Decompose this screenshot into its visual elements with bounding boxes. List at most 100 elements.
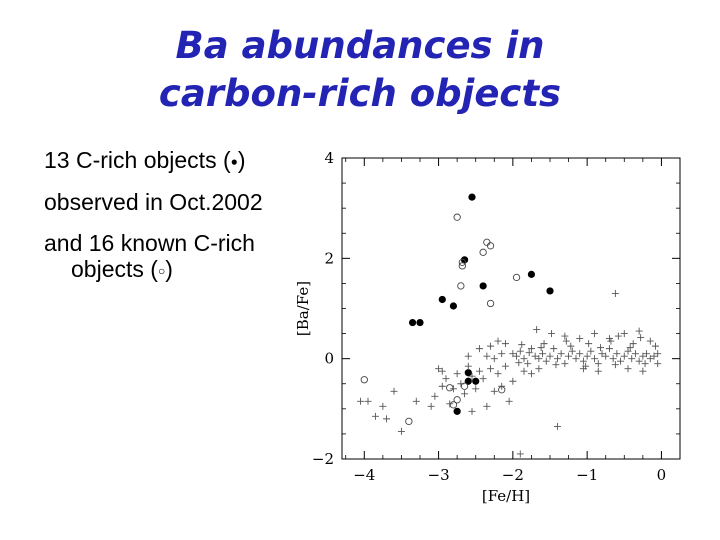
x-tick-label: 0 xyxy=(657,466,667,484)
plus-data-point xyxy=(639,352,647,360)
plus-data-point xyxy=(431,392,439,400)
plus-data-point xyxy=(620,352,628,360)
open-data-point xyxy=(486,299,495,308)
plus-data-point xyxy=(565,352,573,360)
plus-data-point xyxy=(628,355,636,363)
plus-data-point xyxy=(550,345,558,353)
plus-data-point xyxy=(605,345,613,353)
plus-data-point xyxy=(572,355,580,363)
plus-data-point xyxy=(651,342,659,350)
open-circle-symbol: ○ xyxy=(157,264,166,279)
open-data-point xyxy=(360,376,368,384)
plus-data-point xyxy=(591,330,599,338)
x-tick-label: −2 xyxy=(502,466,524,484)
open-data-point xyxy=(457,282,465,290)
plus-data-point xyxy=(591,355,599,363)
title-line-2: carbon-rich objects xyxy=(158,72,562,115)
plus-data-point xyxy=(553,422,561,430)
plot-frame xyxy=(341,157,681,460)
plus-data-point xyxy=(527,345,535,353)
plus-data-point xyxy=(516,347,524,355)
plus-data-point xyxy=(364,397,372,405)
bullet-known: and 16 known C-rich xyxy=(44,230,255,257)
plus-data-point xyxy=(435,365,443,373)
plus-data-point xyxy=(597,344,605,352)
plus-data-point xyxy=(501,362,509,370)
open-data-point xyxy=(446,384,454,392)
plus-data-point xyxy=(635,327,643,335)
plus-data-point xyxy=(461,390,469,398)
plus-data-point xyxy=(552,361,560,369)
filled-data-point xyxy=(416,318,424,327)
filled-data-point xyxy=(527,270,536,278)
open-data-point xyxy=(483,238,491,246)
plus-data-point xyxy=(524,360,532,368)
plus-data-point xyxy=(629,340,637,348)
plus-data-point xyxy=(383,415,391,423)
plus-data-point xyxy=(427,402,435,410)
plus-data-point xyxy=(611,361,619,369)
filled-data-point xyxy=(472,377,480,385)
plus-data-point xyxy=(561,360,569,368)
open-data-point xyxy=(479,248,487,256)
plus-data-point xyxy=(412,397,420,405)
plus-data-point xyxy=(650,352,658,360)
plus-data-point xyxy=(531,352,539,360)
plus-data-point xyxy=(553,355,561,363)
y-tick-label: −2 xyxy=(312,450,334,468)
plus-data-point xyxy=(620,330,628,338)
y-tick-label: 0 xyxy=(324,350,334,368)
plus-data-point xyxy=(535,355,543,363)
filled-data-point xyxy=(546,287,554,295)
open-data-point xyxy=(449,401,458,409)
plus-data-point xyxy=(626,344,634,352)
bullet-text: ) xyxy=(237,147,246,173)
plus-data-point xyxy=(442,375,450,383)
plus-data-point xyxy=(520,355,528,363)
plus-data-point xyxy=(371,412,379,420)
bullet-text: 13 C-rich objects ( xyxy=(44,147,231,173)
plus-data-point xyxy=(613,350,621,358)
scatter-plot: −4 −3 −2 −1 0 −2 0 2 4 [Fe/H] [Ba/Fe] xyxy=(294,149,681,505)
plus-data-point xyxy=(475,367,483,375)
plus-data-point xyxy=(516,450,524,458)
filled-data-point xyxy=(449,302,458,310)
plus-data-point xyxy=(390,387,398,395)
bullet-new-objects: 13 C-rich objects (●) xyxy=(44,140,263,182)
plus-data-point xyxy=(520,367,528,375)
plus-data-point xyxy=(397,427,405,435)
plus-data-point xyxy=(646,355,654,363)
plus-data-point xyxy=(547,330,555,338)
plus-data-point xyxy=(646,337,654,345)
open-data-point xyxy=(460,382,469,390)
plus-data-point xyxy=(611,289,619,297)
plus-data-point xyxy=(490,355,498,363)
plus-data-point xyxy=(617,357,625,365)
plus-data-point xyxy=(515,359,523,367)
plus-data-point xyxy=(379,402,387,410)
plus-data-point xyxy=(579,365,587,373)
filled-data-point xyxy=(464,369,472,377)
plus-data-point xyxy=(494,337,502,345)
x-tick-label: −1 xyxy=(576,466,598,484)
plus-data-point xyxy=(494,370,502,378)
open-data-point xyxy=(512,273,521,282)
x-tick-label: −4 xyxy=(353,466,375,484)
open-data-point xyxy=(453,396,461,404)
bullet-text: objects ( xyxy=(71,256,158,283)
plus-data-point xyxy=(614,332,622,340)
plus-data-point xyxy=(537,344,545,352)
plus-data-point xyxy=(438,382,446,390)
bullet-text: ) xyxy=(165,256,173,283)
plus-data-point xyxy=(498,382,506,390)
slide-title: Ba abundances in carbon-rich objects xyxy=(0,22,720,118)
plus-data-point xyxy=(576,350,584,358)
plus-data-point xyxy=(472,385,480,393)
plus-data-point xyxy=(624,365,632,373)
y-tick-label: 4 xyxy=(324,149,334,167)
y-axis-label: [Ba/Fe] xyxy=(294,281,312,336)
plus-data-point xyxy=(483,402,491,410)
plus-data-point xyxy=(583,352,591,360)
plus-data-point xyxy=(540,340,548,348)
open-data-point xyxy=(458,258,466,266)
